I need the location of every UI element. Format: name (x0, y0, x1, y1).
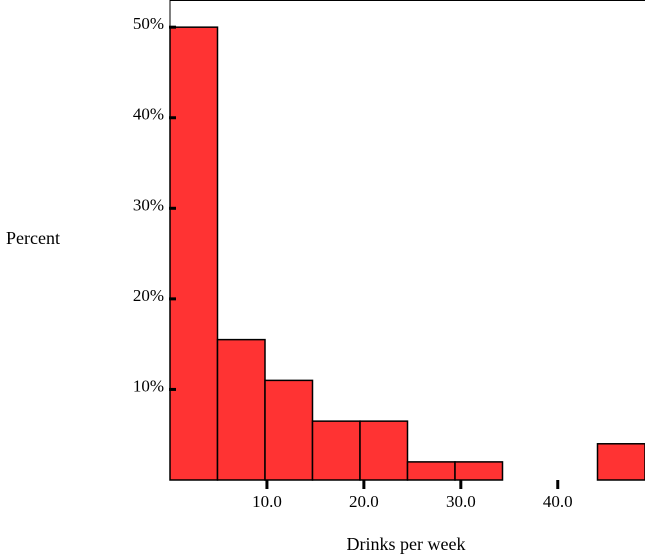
histogram-bar (406, 461, 456, 481)
y-tick-label: 20% (133, 286, 164, 305)
x-tick-label: 40.0 (543, 492, 573, 511)
x-tick-label: 30.0 (446, 492, 476, 511)
y-tick-label: 30% (133, 195, 164, 214)
y-tick-label: 40% (133, 105, 164, 124)
y-tick-label: 50% (133, 14, 164, 33)
histogram-bar (359, 420, 409, 481)
histogram-bar (264, 379, 314, 481)
x-axis-label: Drinks per week (347, 534, 466, 554)
histogram-bar (454, 461, 504, 481)
histogram-bar (311, 420, 361, 481)
histogram-bar (216, 338, 266, 481)
histogram-bar (169, 26, 219, 481)
y-tick-label: 10% (133, 376, 164, 395)
y-axis-label: Percent (6, 228, 60, 248)
histogram-bars (169, 26, 645, 481)
x-axis-ticks: 10.0 20.0 30.0 40.0 (252, 480, 573, 511)
x-tick-label: 10.0 (252, 492, 282, 511)
histogram-bar (596, 443, 645, 481)
x-tick-label: 20.0 (349, 492, 379, 511)
y-axis-ticks: 10% 20% 30% 40% 50% (133, 14, 176, 395)
